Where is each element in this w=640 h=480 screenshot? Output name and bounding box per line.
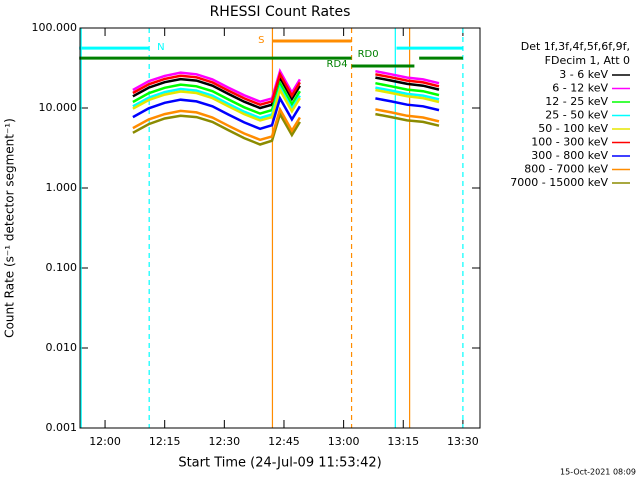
legend-label: 50 - 100 keV	[538, 122, 608, 135]
flag-label: RD4	[327, 59, 348, 70]
x-tick-label: 12:00	[89, 435, 121, 448]
legend-label: 3 - 6 keV	[559, 68, 608, 81]
x-tick-label: 13:15	[387, 435, 419, 448]
series-line	[132, 86, 440, 122]
y-tick-label: 10.000	[39, 101, 78, 114]
legend-header: Det 1f,3f,4f,5f,6f,9f,	[521, 40, 630, 53]
x-axis-label: Start Time (24-Jul-09 11:53:42)	[178, 456, 381, 471]
series-line	[132, 106, 440, 142]
x-tick-label: 12:45	[268, 435, 300, 448]
legend-label: 800 - 7000 keV	[524, 163, 608, 176]
y-tick-label: 1.000	[46, 181, 78, 194]
legend-label: 7000 - 15000 keV	[510, 176, 608, 189]
legend-label: 6 - 12 keV	[552, 82, 608, 95]
flag-label: S	[258, 35, 264, 46]
legend-label: 300 - 800 keV	[531, 149, 608, 162]
legend-label: 25 - 50 keV	[545, 109, 608, 122]
flag-label: N	[157, 42, 164, 53]
x-tick-label: 13:00	[328, 435, 360, 448]
x-tick-label: 13:30	[447, 435, 479, 448]
flag-label: RD0	[358, 49, 379, 60]
footer: 15-Oct-2021 08:09	[560, 468, 636, 477]
legend-label: 100 - 300 keV	[531, 136, 608, 149]
series-line	[132, 110, 440, 146]
series-line	[132, 80, 440, 115]
y-tick-label: 0.100	[46, 261, 78, 274]
y-tick-label: 0.001	[46, 421, 78, 434]
y-tick-label: 100.000	[32, 21, 78, 34]
x-tick-label: 12:30	[208, 435, 240, 448]
x-tick-label: 12:15	[149, 435, 181, 448]
series-line	[132, 95, 440, 131]
y-tick-label: 0.010	[46, 341, 78, 354]
y-axis-label: Count Rate (s⁻¹ detector segment⁻¹)	[3, 118, 17, 338]
plot-frame	[79, 27, 481, 429]
series-line	[132, 71, 440, 107]
series-line	[132, 67, 440, 104]
chart-title: RHESSI Count Rates	[210, 4, 351, 20]
legend-header: FDecim 1, Att 0	[545, 54, 630, 67]
legend-label: 12 - 25 keV	[545, 95, 608, 108]
